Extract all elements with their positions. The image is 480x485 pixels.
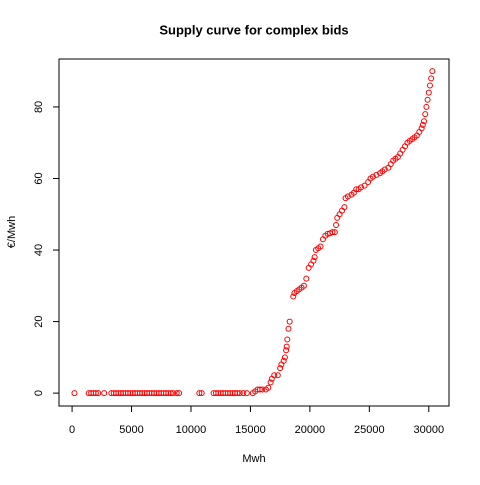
point — [421, 118, 428, 125]
point — [419, 121, 426, 128]
point — [373, 171, 380, 178]
point — [423, 103, 430, 110]
point — [300, 282, 307, 289]
point — [259, 386, 266, 393]
point — [422, 111, 429, 118]
point — [95, 390, 102, 397]
point — [170, 390, 177, 397]
x-tick-label: 10000 — [176, 424, 207, 436]
point — [176, 390, 183, 397]
point — [310, 257, 317, 264]
plot-box — [58, 58, 450, 407]
point — [424, 96, 431, 103]
point — [92, 390, 99, 397]
point — [265, 384, 272, 391]
point — [333, 221, 340, 228]
x-tick-label: 5000 — [119, 424, 143, 436]
point — [284, 336, 291, 343]
x-tick-label: 0 — [69, 424, 75, 436]
point — [426, 82, 433, 89]
point — [234, 390, 241, 397]
x-axis-label: Mwh — [242, 453, 265, 465]
point — [280, 357, 287, 364]
point — [283, 347, 290, 354]
point — [71, 390, 78, 397]
point — [303, 275, 310, 282]
point — [236, 390, 243, 397]
point — [173, 390, 180, 397]
point — [256, 386, 263, 393]
point — [331, 229, 338, 236]
point — [425, 89, 432, 96]
x-tick-label: 30000 — [413, 424, 444, 436]
point — [243, 390, 250, 397]
point — [274, 372, 281, 379]
point — [286, 318, 293, 325]
point — [277, 365, 284, 372]
point — [418, 125, 425, 132]
point — [358, 184, 365, 191]
point — [290, 293, 297, 300]
point — [281, 354, 288, 361]
chart-title: Supply curve for complex bids — [159, 22, 348, 37]
point — [285, 325, 292, 332]
point — [240, 390, 247, 397]
y-tick-label: 80 — [33, 101, 45, 113]
point — [198, 390, 205, 397]
point — [167, 390, 174, 397]
point — [317, 243, 324, 250]
point — [344, 193, 351, 200]
y-tick-label: 60 — [33, 172, 45, 184]
point — [429, 68, 436, 75]
point — [283, 343, 290, 350]
point — [341, 204, 348, 211]
y-tick-label: 20 — [33, 315, 45, 327]
y-tick-label: 40 — [33, 244, 45, 256]
point — [381, 166, 388, 173]
point — [267, 379, 274, 386]
x-tick-label: 20000 — [295, 424, 326, 436]
point — [101, 390, 108, 397]
point — [369, 173, 376, 180]
x-tick-label: 15000 — [235, 424, 266, 436]
point — [361, 182, 368, 189]
y-axis-label: €/Mwh — [6, 216, 18, 248]
x-tick-label: 25000 — [354, 424, 385, 436]
point — [311, 254, 318, 261]
y-tick-label: 0 — [33, 390, 45, 396]
point — [271, 372, 278, 379]
point — [196, 390, 203, 397]
point — [428, 75, 435, 82]
point — [329, 229, 336, 236]
